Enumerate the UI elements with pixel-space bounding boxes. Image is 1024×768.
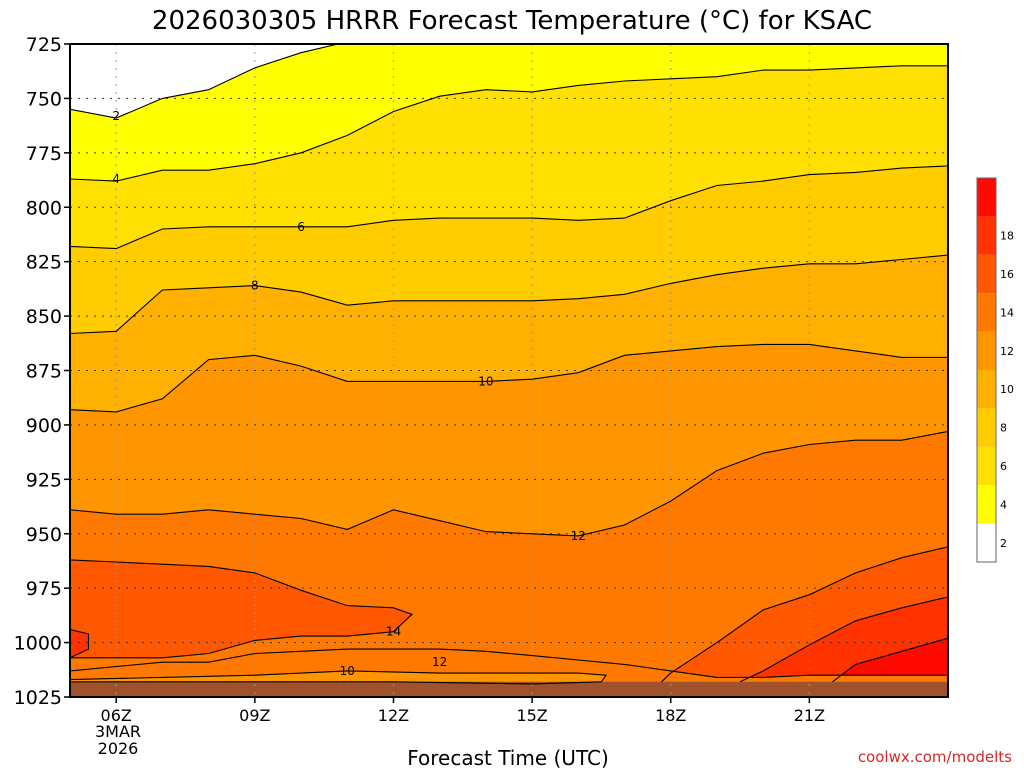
contour-label-4-1: 4 — [112, 172, 120, 186]
colorbar-tick-12: 12 — [1000, 345, 1014, 358]
colorbar-swatch-1 — [977, 485, 996, 524]
y-tick-label-925: 925 — [26, 469, 62, 491]
surface-terrain-layer — [70, 681, 948, 697]
contour-line-16-10 — [739, 596, 948, 683]
y-tick-label-975: 975 — [26, 578, 62, 600]
y-tick-label-725: 725 — [26, 34, 62, 56]
colorbar-swatch-6 — [977, 293, 996, 332]
contour-label-12-5: 12 — [571, 529, 586, 543]
fill-band-below-2 — [70, 44, 948, 118]
contour-line-4-1 — [70, 65, 948, 182]
x-year-label: 2026 — [98, 739, 139, 758]
x-tick-label-12Z: 12Z — [378, 706, 409, 725]
colorbar-tick-16: 16 — [1000, 268, 1014, 281]
colorbar-frame — [976, 177, 997, 563]
x-date-label: 3MAR — [95, 722, 141, 741]
y-axis-pressure: 725 750 775 800 825 850 875 900 925 950 975 1000 102… — [14, 34, 70, 709]
fill-band-10-12-surface — [70, 670, 606, 684]
colorbar-swatch-0 — [977, 523, 996, 562]
contour-line-18-11 — [832, 637, 948, 683]
colorbar-swatch-8 — [977, 216, 996, 255]
y-tick-label-1025: 1025 — [14, 687, 62, 709]
colorbar-tick-18: 18 — [1000, 230, 1014, 243]
colorbar-tick-10: 10 — [1000, 383, 1014, 396]
contour-label-10-4: 10 — [478, 374, 493, 388]
y-tick-label-775: 775 — [26, 143, 62, 165]
y-tick-label-750: 750 — [26, 88, 62, 110]
contour-line-10-8 — [70, 670, 608, 685]
colorbar-swatch-9 — [977, 178, 996, 217]
x-tick-label-21Z: 21Z — [794, 706, 825, 725]
colorbar-swatch-4 — [977, 370, 996, 409]
colorbar-swatch-3 — [977, 408, 996, 447]
chart-title: 2026030305 HRRR Forecast Temperature (°C… — [152, 6, 872, 36]
y-tick-label-900: 900 — [26, 415, 62, 437]
y-tick-label-950: 950 — [26, 524, 62, 546]
contour-line-10-4 — [70, 343, 948, 413]
fill-band-14-16-west — [70, 559, 412, 658]
colorbar-tick-14: 14 — [1000, 306, 1014, 319]
temperature-fill-layer — [70, 44, 948, 697]
contour-line-14-9 — [661, 546, 948, 683]
contour-label-6-2: 6 — [297, 220, 305, 234]
y-tick-label-825: 825 — [26, 252, 62, 274]
colorbar-tick-2: 2 — [1000, 537, 1007, 550]
x-tick-label-15Z: 15Z — [516, 706, 547, 725]
x-tick-label-18Z: 18Z — [655, 706, 686, 725]
contour-labels: 2 4 6 8 10 12 14 12 10 — [112, 109, 586, 678]
y-tick-label-800: 800 — [26, 197, 62, 219]
contour-line-12-7 — [70, 648, 948, 678]
contour-line-16-12 — [70, 628, 90, 659]
colorbar-legend: 2 4 6 8 10 12 14 16 18 — [976, 177, 1014, 563]
colorbar-tick-6: 6 — [1000, 460, 1007, 473]
x-tick-label-09Z: 09Z — [239, 706, 270, 725]
x-axis-title: Forecast Time (UTC) — [407, 746, 609, 768]
source-credit: coolwx.com/modelts — [858, 748, 1012, 766]
colorbar-tick-4: 4 — [1000, 498, 1007, 511]
y-tick-label-875: 875 — [26, 361, 62, 383]
x-tick-label-06Z: 06Z — [101, 706, 132, 725]
contour-label-2-0: 2 — [112, 109, 120, 123]
fill-band-2-4 — [70, 44, 948, 182]
contour-label-10-8: 10 — [340, 664, 355, 678]
contour-line-14-6 — [70, 559, 414, 659]
colorbar-tick-8: 8 — [1000, 422, 1007, 435]
y-tick-label-1000: 1000 — [14, 633, 62, 655]
terrain-surface — [70, 681, 948, 697]
contour-lines — [70, 44, 948, 685]
y-tick-label-850: 850 — [26, 306, 62, 328]
colorbar-swatch-7 — [977, 254, 996, 294]
colorbar-swatch-5 — [977, 331, 996, 370]
contour-line-12-5 — [70, 430, 948, 537]
contour-line-6-2 — [70, 165, 948, 250]
contour-label-12-7: 12 — [432, 655, 447, 669]
contour-label-14-6: 14 — [386, 625, 401, 639]
contour-line-2-0 — [70, 44, 341, 119]
contour-label-8-3: 8 — [251, 279, 259, 293]
contour-line-8-3 — [70, 254, 948, 335]
x-axis-time: 06Z 09Z 12Z 15Z 18Z 21Z — [101, 697, 825, 725]
grid-lines — [70, 43, 948, 698]
colorbar-swatch-2 — [977, 446, 996, 486]
